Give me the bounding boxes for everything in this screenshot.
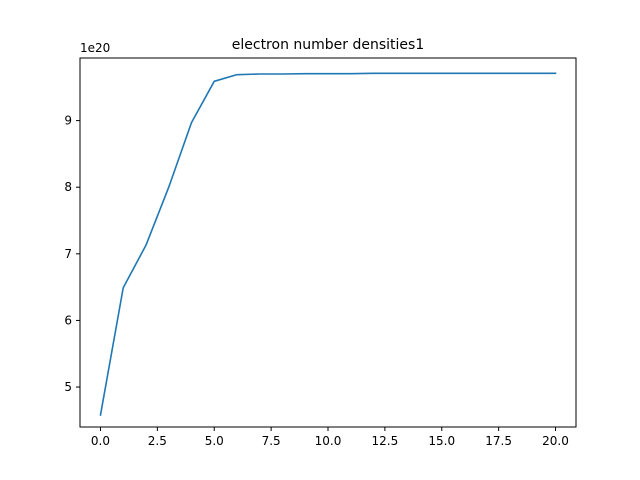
x-tick-label: 12.5 (372, 434, 399, 448)
y-tick-label: 5 (64, 380, 72, 394)
x-tick-label: 7.5 (262, 434, 281, 448)
chart-title: electron number densities1 (232, 37, 424, 53)
x-tick-label: 5.0 (205, 434, 224, 448)
y-tick-label: 8 (64, 180, 72, 194)
x-tick-label: 17.5 (485, 434, 512, 448)
y-axis-offset-label: 1e20 (80, 41, 110, 55)
y-tick-label: 6 (64, 313, 72, 327)
y-tick-label: 7 (64, 247, 72, 261)
x-tick-label: 10.0 (315, 434, 342, 448)
plot-area (99, 72, 557, 416)
x-axis: 0.0 2.5 5.0 7.5 10.0 12.5 15.0 17.5 20.0 (91, 427, 569, 448)
x-tick-label: 2.5 (148, 434, 167, 448)
axes-frame (79, 57, 577, 428)
x-tick-label: 0.0 (91, 434, 110, 448)
series-line-0 (99, 72, 557, 416)
y-tick-label: 9 (64, 114, 72, 128)
x-tick-label: 15.0 (428, 434, 455, 448)
x-tick-label: 20.0 (542, 434, 569, 448)
y-axis: 5 6 7 8 9 (64, 114, 80, 394)
